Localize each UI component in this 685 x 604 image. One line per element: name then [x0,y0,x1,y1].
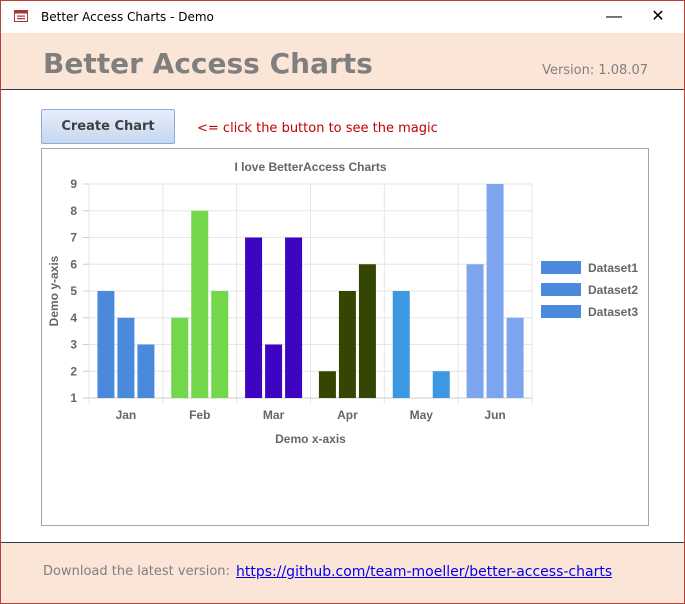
y-tick-label: 8 [70,204,77,218]
x-tick-label: Jun [484,408,505,422]
header-divider [1,89,684,90]
bar-jan-dataset1 [97,291,115,398]
version-label: Version: 1.08.07 [542,63,648,78]
y-tick-label: 1 [70,391,77,405]
legend-swatch [541,283,581,296]
x-axis-title: Demo x-axis [275,432,346,446]
github-link[interactable]: https://github.com/team-moeller/better-a… [236,564,613,580]
bar-feb-dataset2 [191,210,209,398]
create-chart-button[interactable]: Create Chart [41,109,175,144]
access-form-icon [14,10,28,22]
legend-label: Dataset2 [588,283,638,297]
chart-title: I love BetterAccess Charts [234,160,386,174]
y-tick-label: 9 [70,177,77,191]
bar-apr-dataset2 [338,291,356,398]
bar-jun-dataset3 [506,317,524,398]
bar-feb-dataset3 [211,291,229,398]
bar-jan-dataset3 [137,344,155,398]
bar-chart: I love BetterAccess Charts 1 2 3 4 5 6 7 8 9 Jan Fe… [47,160,638,446]
x-tick-label: May [410,408,434,422]
x-tick-label: Jan [116,408,137,422]
x-tick-label: Apr [337,408,358,422]
minimize-button[interactable]: — [606,8,622,25]
x-tick-label: Mar [263,408,285,422]
legend-label: Dataset1 [588,261,638,275]
bar-may-dataset3 [432,371,450,398]
legend-swatch [541,305,581,318]
app-title: Better Access Charts [43,47,373,80]
y-tick-label: 5 [70,284,77,298]
legend-swatch [541,261,581,274]
bar-feb-dataset1 [171,317,189,398]
bar-apr-dataset3 [358,264,376,398]
y-tick-label: 6 [70,257,77,271]
bar-jun-dataset1 [466,264,484,398]
window-title: Better Access Charts - Demo [41,10,214,24]
y-tick-label: 3 [70,338,77,352]
y-tick-label: 4 [70,311,77,325]
y-axis-title: Demo y-axis [47,255,61,326]
bar-mar-dataset3 [285,237,303,398]
bar-jun-dataset2 [486,184,504,398]
bar-jan-dataset2 [117,317,135,398]
form-footer: Download the latest version: https://git… [1,543,684,603]
y-tick-label: 7 [70,231,77,245]
form-header: Better Access Charts Version: 1.08.07 [1,33,684,89]
bar-mar-dataset2 [265,344,283,398]
x-tick-label: Feb [189,408,210,422]
bar-mar-dataset1 [245,237,263,398]
download-label: Download the latest version: [43,564,230,579]
close-button[interactable]: ✕ [651,8,665,25]
bar-apr-dataset1 [318,371,336,398]
bar-may-dataset1 [392,291,410,398]
hint-text: <= click the button to see the magic [197,121,438,136]
y-tick-label: 2 [70,364,77,378]
form-detail: Create Chart <= click the button to see … [1,90,684,542]
title-bar: Better Access Charts - Demo — ✕ [1,1,684,33]
footer-divider [1,542,684,543]
legend-label: Dataset3 [588,305,638,319]
chart-frame: I love BetterAccess Charts 1 2 3 4 5 6 7 8 9 Jan Fe… [41,148,649,526]
